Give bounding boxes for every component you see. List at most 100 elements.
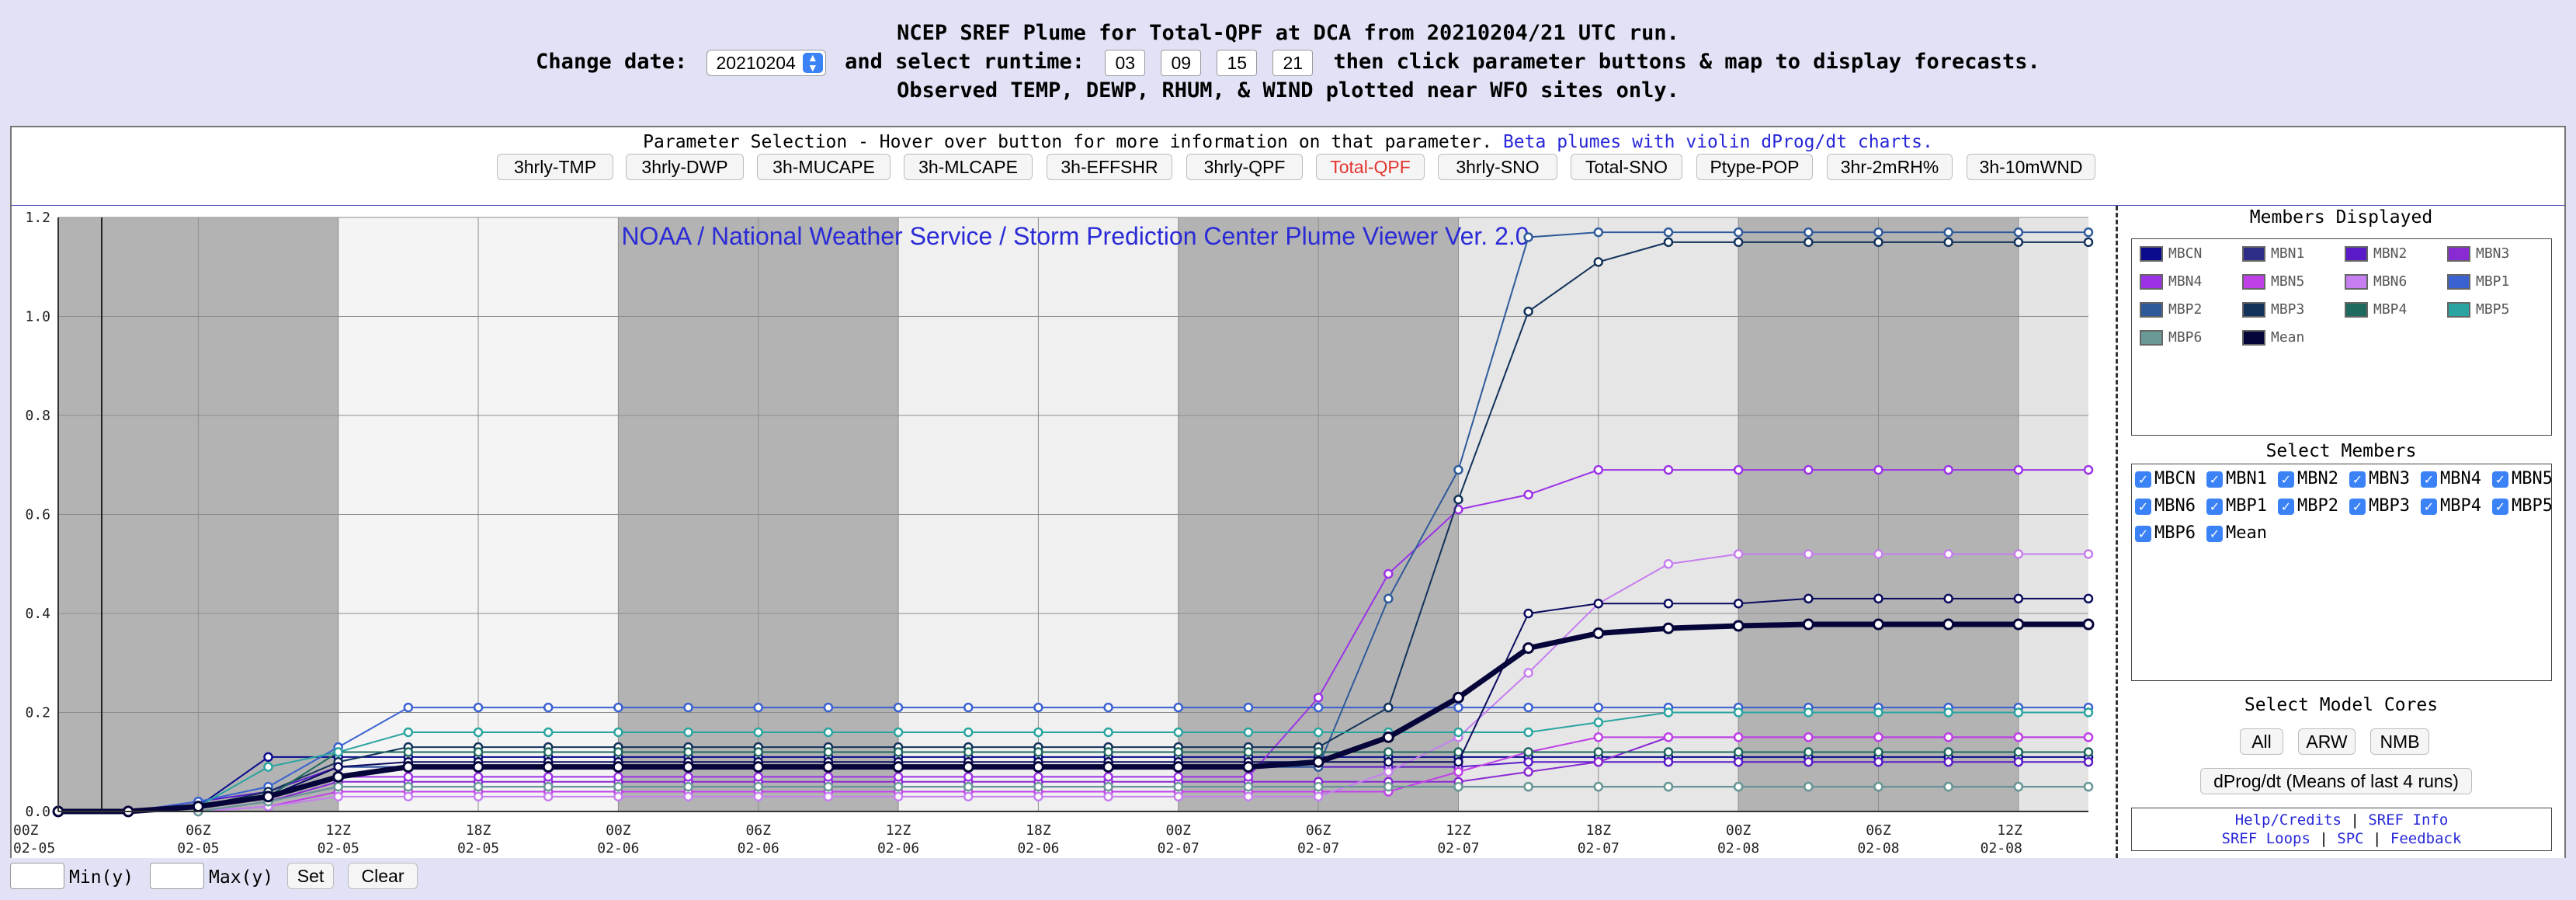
member-checkbox-mbp4[interactable]: ✓ MBP4	[2421, 496, 2481, 519]
member-checkbox-mbn1[interactable]: ✓ MBN1	[2206, 469, 2267, 492]
data-point	[1522, 642, 1535, 655]
help-credits-link[interactable]: Help/Credits	[2234, 811, 2342, 829]
member-checkbox-mbp3[interactable]: ✓ MBP3	[2349, 496, 2410, 519]
data-point	[2083, 549, 2094, 559]
series-line	[58, 469, 2088, 812]
sref-info-link[interactable]: SREF Info	[2368, 811, 2449, 829]
member-checkbox-mbn6[interactable]: ✓ MBN6	[2135, 496, 2196, 519]
spc-link[interactable]: SPC	[2337, 830, 2364, 847]
data-point	[1103, 702, 1113, 713]
core-button-all[interactable]: All	[2240, 728, 2283, 755]
series-line	[58, 711, 2088, 812]
member-checkbox-mbp6[interactable]: ✓ MBP6	[2135, 523, 2196, 547]
y-tick-label: 0.0	[25, 804, 50, 820]
legend-item-mbn2: MBN2	[2345, 245, 2407, 266]
y-tick-label: 1.2	[25, 210, 50, 226]
series-line	[58, 621, 2088, 815]
member-checkbox-mbcn[interactable]: ✓ MBCN	[2135, 469, 2196, 492]
legend-swatch	[2140, 330, 2163, 346]
member-checkbox-mbp2[interactable]: ✓ MBP2	[2278, 496, 2338, 519]
x-tick-date-label: 02-05	[457, 840, 499, 857]
sref-loops-link[interactable]: SREF Loops	[2221, 830, 2310, 847]
data-point	[2013, 237, 2024, 248]
change-date-label: Change date:	[536, 50, 688, 74]
data-point	[1943, 781, 1953, 792]
runtime-button-09[interactable]: 09	[1161, 49, 1202, 76]
date-select[interactable]: 20210204 ▲ ▼	[706, 49, 826, 76]
data-point	[1453, 727, 1463, 738]
data-point	[1593, 732, 1604, 742]
param-button-ptype-pop[interactable]: Ptype-POP	[1696, 154, 1813, 180]
param-button-3h-mlcape[interactable]: 3h-MLCAPE	[904, 154, 1033, 180]
data-point	[2013, 549, 2024, 559]
data-point	[1453, 757, 1463, 767]
param-button-3hrly-qpf[interactable]: 3hrly-QPF	[1186, 154, 1303, 180]
plume-chart[interactable]: NOAA / National Weather Service / Storm …	[10, 206, 2116, 858]
data-point	[613, 791, 623, 802]
set-button[interactable]: Set	[287, 863, 334, 889]
data-point	[1313, 702, 1324, 713]
runtime-button-15[interactable]: 15	[1217, 49, 1258, 76]
data-point	[1593, 718, 1604, 728]
feedback-link[interactable]: Feedback	[2390, 830, 2462, 847]
legend-item-mbp6: MBP6	[2140, 329, 2202, 349]
y-range-controls: Min(y) Max(y) Set Clear	[10, 860, 631, 894]
max-y-input[interactable]	[150, 863, 204, 889]
checkmark-icon: ✓	[2421, 498, 2437, 515]
clear-button[interactable]: Clear	[348, 863, 418, 889]
param-button-3hrly-dwp[interactable]: 3hrly-DWP	[626, 154, 744, 180]
data-point	[1523, 757, 1533, 767]
data-point	[543, 747, 554, 757]
param-button-total-qpf[interactable]: Total-QPF	[1316, 154, 1425, 180]
member-checkbox-mbp1[interactable]: ✓ MBP1	[2206, 496, 2267, 519]
series-line	[58, 786, 2088, 812]
data-point	[2083, 757, 2094, 767]
data-point	[1873, 227, 1883, 238]
param-button-3hrly-tmp[interactable]: 3hrly-TMP	[497, 154, 613, 180]
data-point	[1592, 627, 1605, 639]
checkmark-icon: ✓	[2349, 498, 2366, 515]
runtime-button-03[interactable]: 03	[1105, 49, 1146, 76]
param-button-3h-mucape[interactable]: 3h-MUCAPE	[757, 154, 890, 180]
member-checkbox-mbn4[interactable]: ✓ MBN4	[2421, 469, 2481, 492]
core-button-arw[interactable]: ARW	[2298, 728, 2356, 755]
parameter-caption: Parameter Selection - Hover over button …	[12, 132, 2564, 152]
min-y-input[interactable]	[10, 863, 64, 889]
member-checkbox-mbn3[interactable]: ✓ MBN3	[2349, 469, 2410, 492]
member-checkbox-mean[interactable]: ✓ Mean	[2206, 523, 2267, 547]
x-tick-date-label: 02-06	[738, 840, 779, 857]
data-point	[683, 747, 693, 757]
data-point	[1453, 766, 1463, 777]
data-point	[1943, 707, 1953, 718]
core-button-nmb[interactable]: NMB	[2370, 728, 2429, 755]
member-checkbox-mbn2[interactable]: ✓ MBN2	[2278, 469, 2338, 492]
data-point	[403, 791, 414, 802]
data-point	[333, 781, 343, 792]
beta-plumes-link[interactable]: Beta plumes with violin dProg/dt charts.	[1502, 132, 1933, 152]
member-checkbox-mbn5[interactable]: ✓ MBN5	[2492, 469, 2553, 492]
data-point	[1804, 464, 1814, 475]
member-checkbox-mbp5[interactable]: ✓ MBP5	[2492, 496, 2553, 519]
legend-item-mbn5: MBN5	[2242, 273, 2304, 294]
x-tick-hour-label: 06Z	[186, 822, 211, 839]
data-point	[473, 781, 484, 792]
legend-label: MBN2	[2373, 245, 2408, 262]
dprog-dt-button[interactable]: dProg/dt (Means of last 4 runs)	[2200, 768, 2472, 794]
data-point	[1593, 702, 1604, 713]
param-button-total-sno[interactable]: Total-SNO	[1571, 154, 1682, 180]
data-point	[893, 791, 904, 802]
checkmark-icon: ✓	[2421, 471, 2437, 488]
parameter-caption-text: Parameter Selection - Hover over button …	[643, 132, 1493, 152]
data-point	[683, 727, 693, 738]
param-button-3hrly-sno[interactable]: 3hrly-SNO	[1438, 154, 1557, 180]
param-button-3h-10mwnd[interactable]: 3h-10mWND	[1967, 154, 2095, 180]
data-point	[1243, 791, 1254, 802]
data-point	[1453, 464, 1463, 475]
runtime-button-21[interactable]: 21	[1272, 49, 1314, 76]
param-button-3h-effshr[interactable]: 3h-EFFSHR	[1047, 154, 1172, 180]
param-button-3hr-2mrh[interactable]: 3hr-2mRH%	[1827, 154, 1953, 180]
header: NCEP SREF Plume for Total-QPF at DCA fro…	[0, 19, 2576, 105]
data-point	[263, 762, 273, 772]
checkmark-icon: ✓	[2135, 471, 2151, 488]
data-point	[333, 762, 343, 772]
